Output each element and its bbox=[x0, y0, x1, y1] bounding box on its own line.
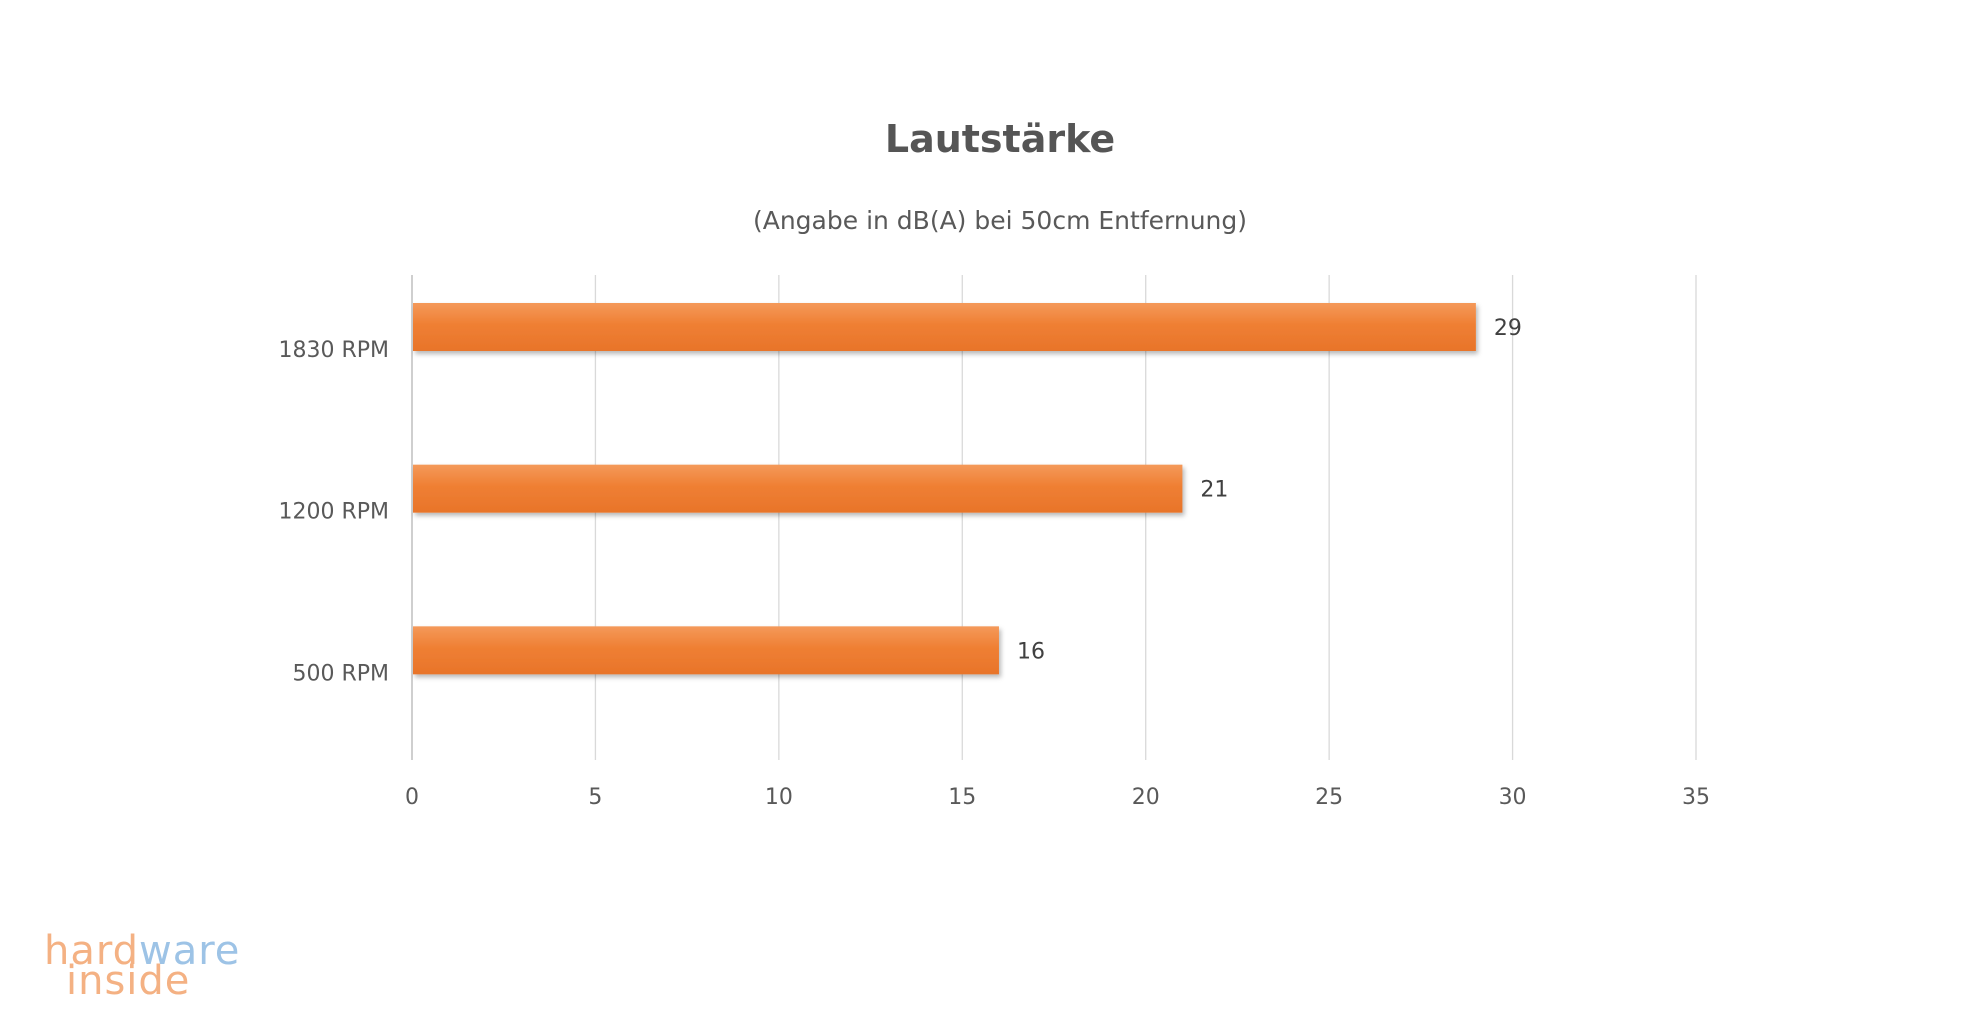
chart-title: Lautstärke bbox=[885, 117, 1115, 161]
x-tick-label-35: 35 bbox=[1682, 785, 1710, 810]
bars bbox=[413, 303, 1476, 675]
watermark-line1: hardware bbox=[44, 928, 240, 974]
y-axis-category-labels: 1830 RPM 1200 RPM 500 RPM bbox=[278, 338, 389, 686]
x-tick-label-10: 10 bbox=[765, 785, 793, 810]
x-tick-label-0: 0 bbox=[405, 785, 419, 810]
x-axis-tick-labels: 0 5 10 15 20 25 30 35 bbox=[405, 785, 1710, 810]
data-label-1830-rpm: 29 bbox=[1494, 316, 1522, 341]
category-label-1830-rpm: 1830 RPM bbox=[278, 338, 389, 363]
x-tick-label-15: 15 bbox=[948, 785, 976, 810]
x-tick-label-5: 5 bbox=[588, 785, 602, 810]
watermark-line2: inside bbox=[66, 958, 190, 1004]
bar-500-rpm bbox=[413, 626, 999, 675]
category-label-500-rpm: 500 RPM bbox=[292, 661, 389, 686]
bar-1200-rpm bbox=[413, 464, 1183, 513]
watermark-line1-part2: ware bbox=[139, 928, 240, 974]
watermark-logo: hardware inside bbox=[44, 928, 240, 1004]
x-tick-label-20: 20 bbox=[1132, 785, 1160, 810]
data-label-500-rpm: 16 bbox=[1017, 639, 1045, 664]
chart-subtitle: (Angabe in dB(A) bei 50cm Entfernung) bbox=[753, 206, 1247, 235]
data-labels: 29 21 16 bbox=[1017, 316, 1522, 664]
gridlines bbox=[411, 275, 1697, 760]
data-label-1200-rpm: 21 bbox=[1200, 478, 1228, 503]
watermark-line1-part1: hard bbox=[44, 928, 139, 974]
bar-1830-rpm bbox=[413, 303, 1476, 351]
category-label-1200-rpm: 1200 RPM bbox=[278, 500, 389, 525]
x-tick-label-25: 25 bbox=[1315, 785, 1343, 810]
x-tick-label-30: 30 bbox=[1499, 785, 1527, 810]
